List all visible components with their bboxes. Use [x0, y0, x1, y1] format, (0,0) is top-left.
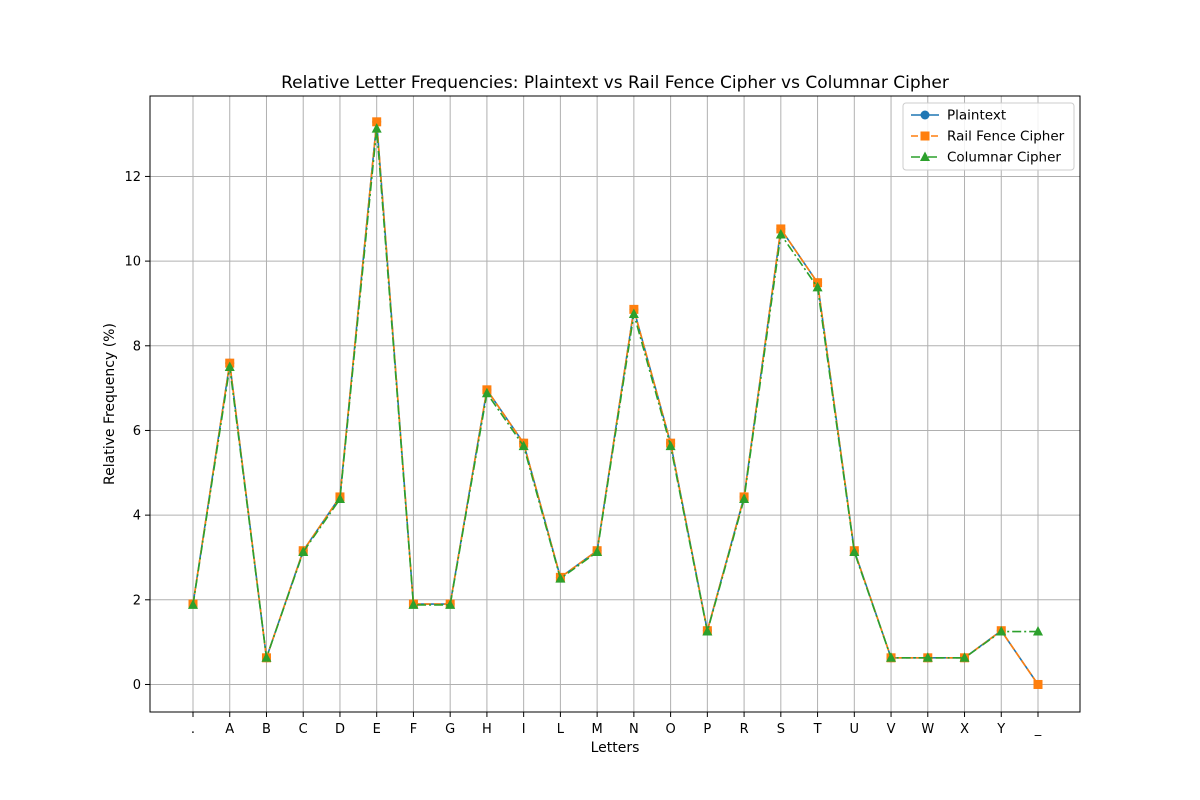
- series-layer: [188, 117, 1043, 689]
- ticks-layer: . A B C D E F G H I L M N O P R S T U V W X Y _ 0 2 4 6 8 10 12: [124, 170, 1041, 737]
- data-point: [628, 308, 639, 319]
- data-point: [702, 626, 713, 636]
- data-point: [959, 652, 970, 662]
- data-point: [1033, 679, 1043, 689]
- data-point: [849, 546, 860, 556]
- x-tick-label: E: [373, 722, 381, 737]
- data-point: [775, 228, 786, 239]
- x-tick-label: X: [960, 722, 969, 737]
- y-tick-label: 8: [133, 339, 141, 354]
- x-tick-label: W: [921, 722, 934, 737]
- data-point: [224, 361, 235, 371]
- x-tick-label: F: [410, 722, 417, 737]
- y-tick-label: 12: [124, 170, 141, 185]
- data-point: [334, 493, 345, 504]
- data-point: [592, 546, 603, 556]
- x-tick-label: L: [557, 722, 565, 737]
- x-tick-label: D: [335, 722, 345, 737]
- data-point: [188, 599, 198, 609]
- data-point: [776, 224, 786, 234]
- data-point: [886, 652, 897, 662]
- x-tick-label: Y: [996, 722, 1005, 737]
- plot-frame: [149, 95, 1081, 713]
- legend: Plaintext Rail Fence Cipher Columnar Ciphe…: [902, 102, 1075, 171]
- data-point: [372, 117, 382, 127]
- x-tick-label: H: [482, 722, 492, 737]
- y-tick-label: 4: [133, 509, 141, 524]
- data-point: [1033, 626, 1043, 636]
- y-axis-title: Relative Frequency (%): [102, 323, 118, 485]
- legend-box: [902, 102, 1075, 171]
- x-tick-label: I: [522, 722, 526, 737]
- data-point: [298, 546, 309, 556]
- legend-marker: [920, 131, 930, 141]
- data-point: [812, 281, 823, 292]
- x-tick-label: T: [813, 722, 822, 737]
- x-tick-label: C: [299, 722, 308, 737]
- x-tick-label: S: [777, 722, 785, 737]
- data-point: [739, 493, 750, 504]
- data-point: [408, 599, 419, 609]
- data-point: [996, 626, 1007, 636]
- x-tick-label: M: [592, 722, 603, 737]
- data-point: [665, 440, 676, 451]
- legend-label: Plaintext: [947, 108, 1006, 124]
- x-tick-label: U: [850, 722, 860, 737]
- x-tick-label: B: [262, 722, 271, 737]
- x-tick-label: N: [629, 722, 639, 737]
- legend-label: Rail Fence Cipher: [947, 129, 1065, 145]
- y-tick-label: 2: [133, 593, 141, 608]
- data-point: [261, 652, 272, 662]
- data-point: [555, 573, 566, 583]
- data-point: [481, 387, 492, 398]
- data-point: [371, 123, 382, 133]
- x-axis-title: Letters: [591, 740, 640, 756]
- x-tick-label: _: [1034, 722, 1042, 737]
- series-columnar-cipher: [188, 123, 1043, 662]
- series-line: [192, 127, 1038, 659]
- x-tick-label: P: [703, 722, 711, 737]
- data-point: [518, 440, 529, 451]
- x-tick-label: R: [740, 722, 749, 737]
- x-tick-label: O: [665, 722, 675, 737]
- y-tick-label: 0: [133, 678, 141, 693]
- chart-title: Relative Letter Frequencies: Plaintext v…: [281, 73, 949, 93]
- x-tick-label: G: [445, 722, 455, 737]
- y-tick-label: 6: [133, 424, 141, 439]
- x-tick-label: .: [191, 722, 195, 737]
- y-tick-label: 10: [124, 255, 141, 270]
- data-point: [445, 599, 456, 609]
- legend-marker: [920, 110, 930, 120]
- data-point: [922, 652, 933, 662]
- x-tick-label: A: [225, 722, 234, 737]
- legend-label: Columnar Cipher: [947, 150, 1061, 166]
- x-tick-label: V: [887, 722, 896, 737]
- legend-marker: [920, 151, 930, 161]
